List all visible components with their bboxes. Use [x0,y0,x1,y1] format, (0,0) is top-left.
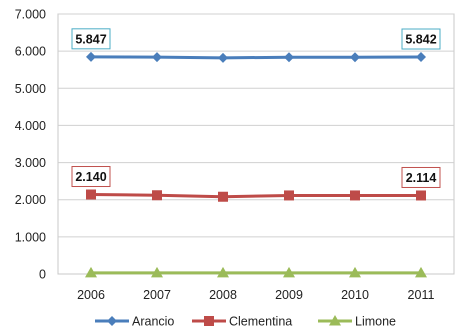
data-label-box-arancio [71,28,111,50]
legend-label-arancio: Arancio [132,315,174,329]
data-point-clementina [86,189,96,200]
y-tick-label: 5.000 [15,82,46,96]
data-label-arancio: 5.847 [75,32,106,46]
data-label-clementina: 2.114 [406,171,437,185]
data-point-clementina [416,190,426,201]
series-line-clementina [90,193,422,199]
data-point-limone [151,266,163,278]
data-point-arancio [350,52,360,63]
data-point-limone [415,266,427,278]
gridlines [58,13,454,238]
legend-marker-clementina [204,316,214,326]
data-labels: 5.847 5.842 2.140 2.114 [71,28,441,188]
x-tick-label: 2007 [143,288,171,302]
data-point-limone [85,266,97,278]
data-point-clementina [350,190,360,201]
data-point-arancio [416,52,426,63]
x-tick-label: 2009 [275,288,303,302]
series-line-arancio [90,55,422,60]
legend-marker-limone [329,315,341,326]
y-tick-label: 1.000 [15,230,46,244]
data-point-arancio [284,52,294,63]
series-layer [85,51,427,278]
y-tick-label: 4.000 [15,119,46,133]
data-point-limone [283,266,295,278]
legend-label-limone: Limone [355,315,396,329]
data-label-box-clementina [401,166,441,188]
data-point-clementina [152,190,162,201]
legend: Arancio Clementina Limone [95,315,396,329]
data-label-box-arancio [401,28,441,50]
data-point-arancio [86,51,96,62]
legend-label-clementina: Clementina [229,315,292,329]
data-point-limone [349,266,361,278]
data-point-arancio [152,52,162,63]
y-tick-label: 7.000 [15,8,46,22]
data-label-arancio: 5.842 [405,33,436,47]
data-point-arancio [218,52,228,63]
x-tick-label: 2010 [341,288,369,302]
y-tick-label: 6.000 [15,45,46,59]
data-label-clementina: 2.140 [75,170,106,184]
y-axis: 0 1.000 2.000 3.000 4.000 5.000 6.000 7.000 [15,8,46,282]
data-point-clementina [284,190,294,201]
x-tick-label: 2008 [209,288,237,302]
plot-area [57,13,455,275]
data-label-box-clementina [71,166,111,188]
y-tick-label: 2.000 [15,193,46,207]
y-tick-label: 0 [39,268,46,282]
data-point-clementina [218,191,228,202]
x-tick-label: 2006 [77,288,105,302]
x-tick-label: 2011 [408,288,435,302]
y-tick-label: 3.000 [15,156,46,170]
x-axis: 2006 2007 2008 2009 2010 2011 [77,288,434,302]
data-point-limone [217,266,229,278]
legend-marker-arancio [107,316,117,326]
